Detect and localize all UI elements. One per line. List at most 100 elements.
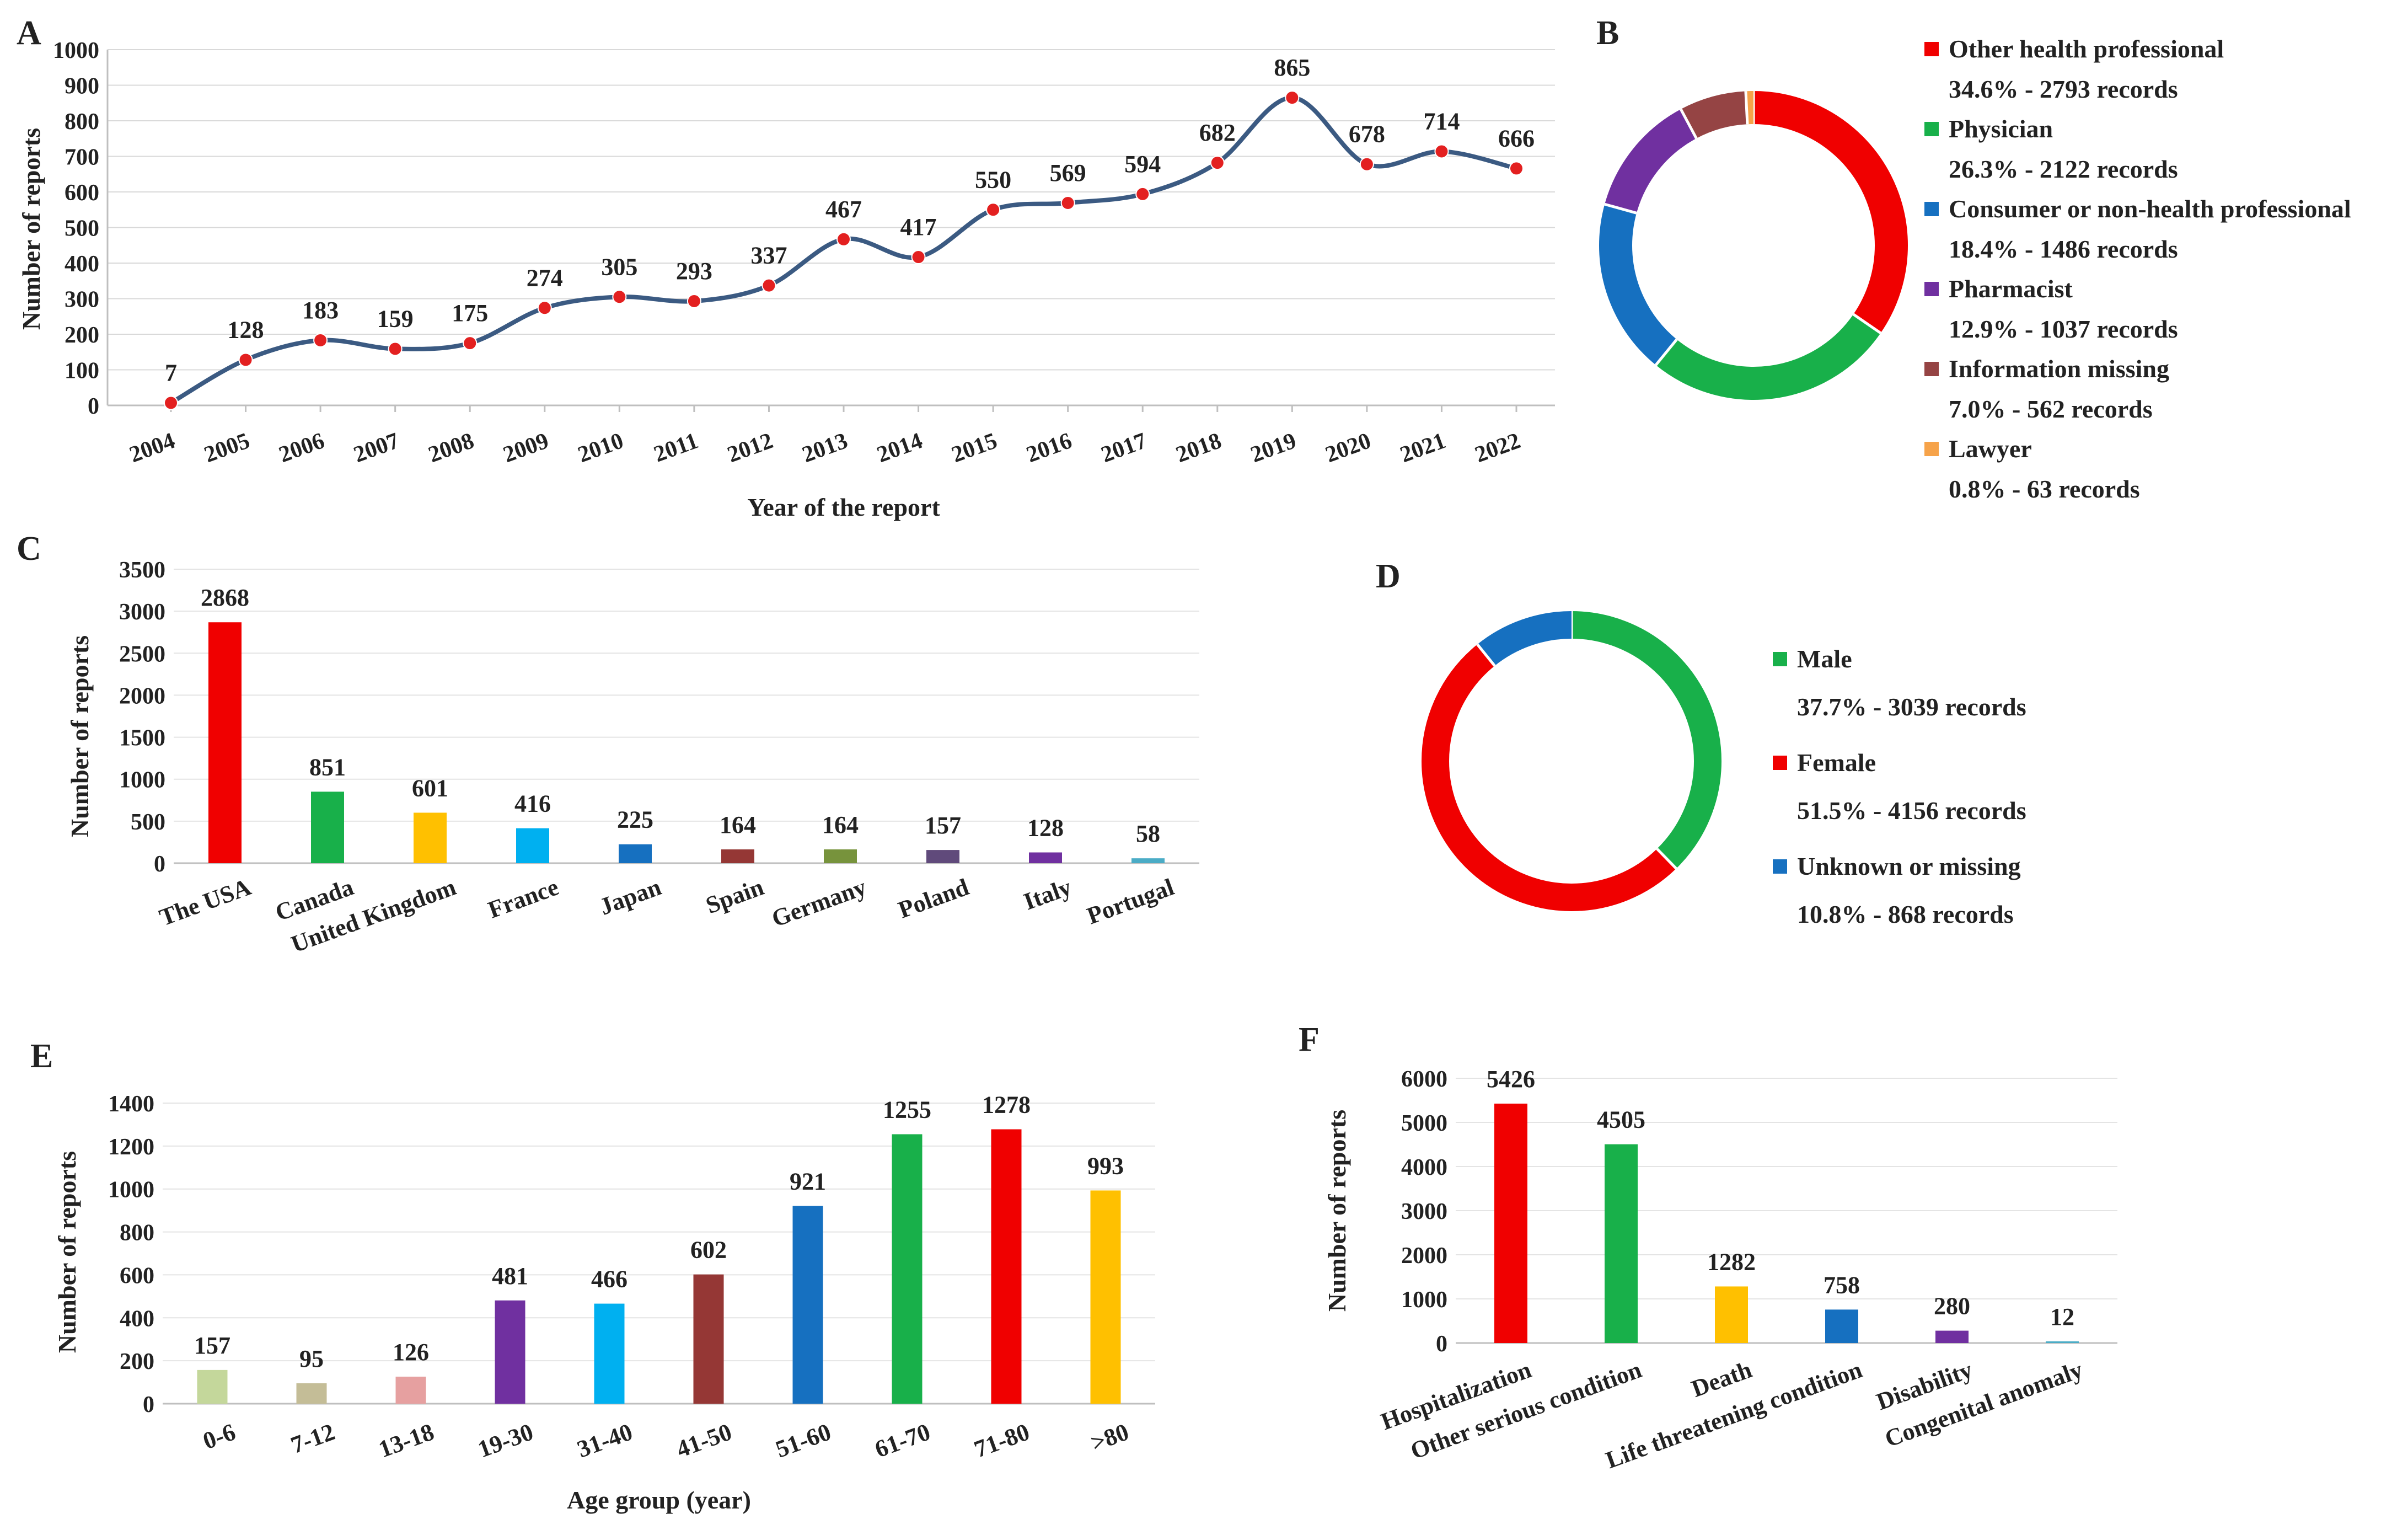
data-label: 280 (1934, 1293, 1970, 1320)
legend-swatch (1773, 651, 1787, 666)
bar (1825, 1309, 1858, 1343)
bar (296, 1383, 327, 1404)
legend-entry: Pharmacist 12.9% - 1037 records (1924, 274, 2351, 354)
donut-slice (1599, 91, 1908, 400)
panel-d: D (1376, 558, 1721, 911)
data-label: 4505 (1597, 1106, 1645, 1133)
x-tick-label: 19-30 (474, 1418, 537, 1463)
data-label: 682 (1199, 119, 1236, 146)
y-tick-label: 800 (120, 1221, 154, 1246)
panel-e: E 0 200 400 600 800 1000 1200 1400 157 95 126 481 4… (30, 1037, 1155, 1514)
data-label: 183 (302, 297, 339, 324)
panel-f-grid (1456, 1078, 2117, 1299)
legend-detail: 12.9% - 1037 records (1949, 315, 2178, 343)
data-label: 851 (309, 753, 346, 780)
data-label: 164 (720, 811, 756, 838)
bar (414, 812, 447, 863)
panel-e-ylabel: Number of reports (53, 1151, 81, 1353)
panel-a-letter: A (17, 14, 41, 52)
data-point (313, 333, 328, 347)
x-tick-label: 0-6 (200, 1418, 239, 1454)
data-label: 157 (925, 812, 961, 839)
panel-e-letter: E (30, 1037, 53, 1075)
data-label: 714 (1423, 108, 1460, 135)
x-tick-label: 71-80 (970, 1418, 1033, 1463)
legend-label: Female (1797, 748, 1876, 777)
y-tick-label: 0 (154, 852, 165, 877)
legend-entry: Male 37.7% - 3039 records (1773, 644, 2026, 748)
legend-swatch (1924, 41, 1939, 56)
x-tick-label: 2005 (201, 428, 253, 468)
panel-a-xticks: 2004 2005 2006 2007 2008 2009 2010 2011 2012 2013… (126, 428, 1524, 468)
legend-label: Consumer or non-health professional (1949, 195, 2351, 223)
y-tick-label: 400 (120, 1306, 154, 1331)
data-point (1509, 161, 1524, 176)
data-label: 274 (527, 264, 563, 291)
data-point (687, 294, 701, 309)
bar (311, 791, 344, 863)
data-point (537, 301, 552, 315)
bar (1090, 1190, 1121, 1404)
data-label: 293 (676, 258, 712, 285)
data-label: 678 (1349, 121, 1385, 148)
y-tick-label: 1200 (108, 1135, 154, 1160)
legend-entry: Unknown or missing 10.8% - 868 records (1773, 852, 2026, 955)
panel-a-series-line (170, 95, 1517, 405)
slice-separator (1476, 643, 1496, 667)
slice-separator (1679, 108, 1698, 140)
data-label: 594 (1124, 151, 1161, 178)
y-tick-label: 900 (65, 74, 99, 99)
data-label: 337 (750, 242, 787, 269)
panel-e-yticks: 0 200 400 600 800 1000 1200 1400 (108, 1092, 154, 1417)
x-tick-label: 31-40 (573, 1418, 636, 1463)
data-point (164, 395, 178, 410)
data-point (986, 202, 1001, 217)
panel-a-xlabel: Year of the report (747, 493, 940, 521)
data-point (1210, 156, 1225, 170)
panel-b-legend: Other health professional 34.6% - 2793 r… (1924, 34, 2351, 514)
x-tick-label: Japan (596, 873, 665, 920)
y-tick-label: 100 (65, 359, 99, 384)
y-tick-label: 0 (143, 1392, 154, 1417)
data-label: 865 (1274, 54, 1310, 81)
y-tick-label: 2000 (1401, 1243, 1447, 1269)
panel-a-data-labels: 7 128 183 159 175 274 305 293 337 467 417 550 569 594… (165, 54, 1535, 386)
data-label: 128 (1027, 815, 1064, 842)
bar (1935, 1330, 1969, 1343)
legend-label: Information missing (1949, 355, 2169, 383)
x-tick-label: 2014 (873, 428, 926, 468)
panel-c-ylabel: Number of reports (66, 635, 94, 837)
data-point (238, 352, 253, 367)
y-tick-label: 0 (1436, 1331, 1447, 1357)
x-tick-label: Italy (1020, 873, 1075, 915)
y-tick-label: 5000 (1401, 1111, 1447, 1136)
data-label: 1255 (883, 1096, 931, 1123)
bar (721, 849, 754, 863)
legend-detail: 7.0% - 562 records (1949, 395, 2153, 423)
legend-label: Other health professional (1949, 35, 2224, 63)
donut-slice (1422, 611, 1721, 911)
slice-separator (1744, 91, 1749, 125)
x-tick-label: 2019 (1247, 428, 1300, 468)
data-point (1285, 90, 1300, 105)
panel-f-bars (1494, 1103, 2079, 1343)
bar (197, 1369, 228, 1404)
slice-separator (1654, 338, 1678, 366)
bar (516, 828, 549, 863)
panel-e-xlabel: Age group (year) (567, 1486, 751, 1514)
legend-detail: 0.8% - 63 records (1949, 475, 2140, 503)
panel-c-yticks: 0 500 1000 1500 2000 2500 3000 3500 (119, 558, 165, 877)
y-tick-label: 3000 (119, 600, 165, 625)
bar (619, 844, 652, 863)
y-tick-label: 1500 (119, 726, 165, 751)
legend-detail: 37.7% - 3039 records (1797, 693, 2026, 721)
x-tick-label: 41-50 (673, 1418, 735, 1463)
y-tick-label: 6000 (1401, 1067, 1447, 1092)
legend-detail: 51.5% - 4156 records (1797, 796, 2026, 825)
bar (1715, 1286, 1748, 1343)
data-point (911, 250, 926, 265)
data-label: 417 (900, 213, 937, 240)
